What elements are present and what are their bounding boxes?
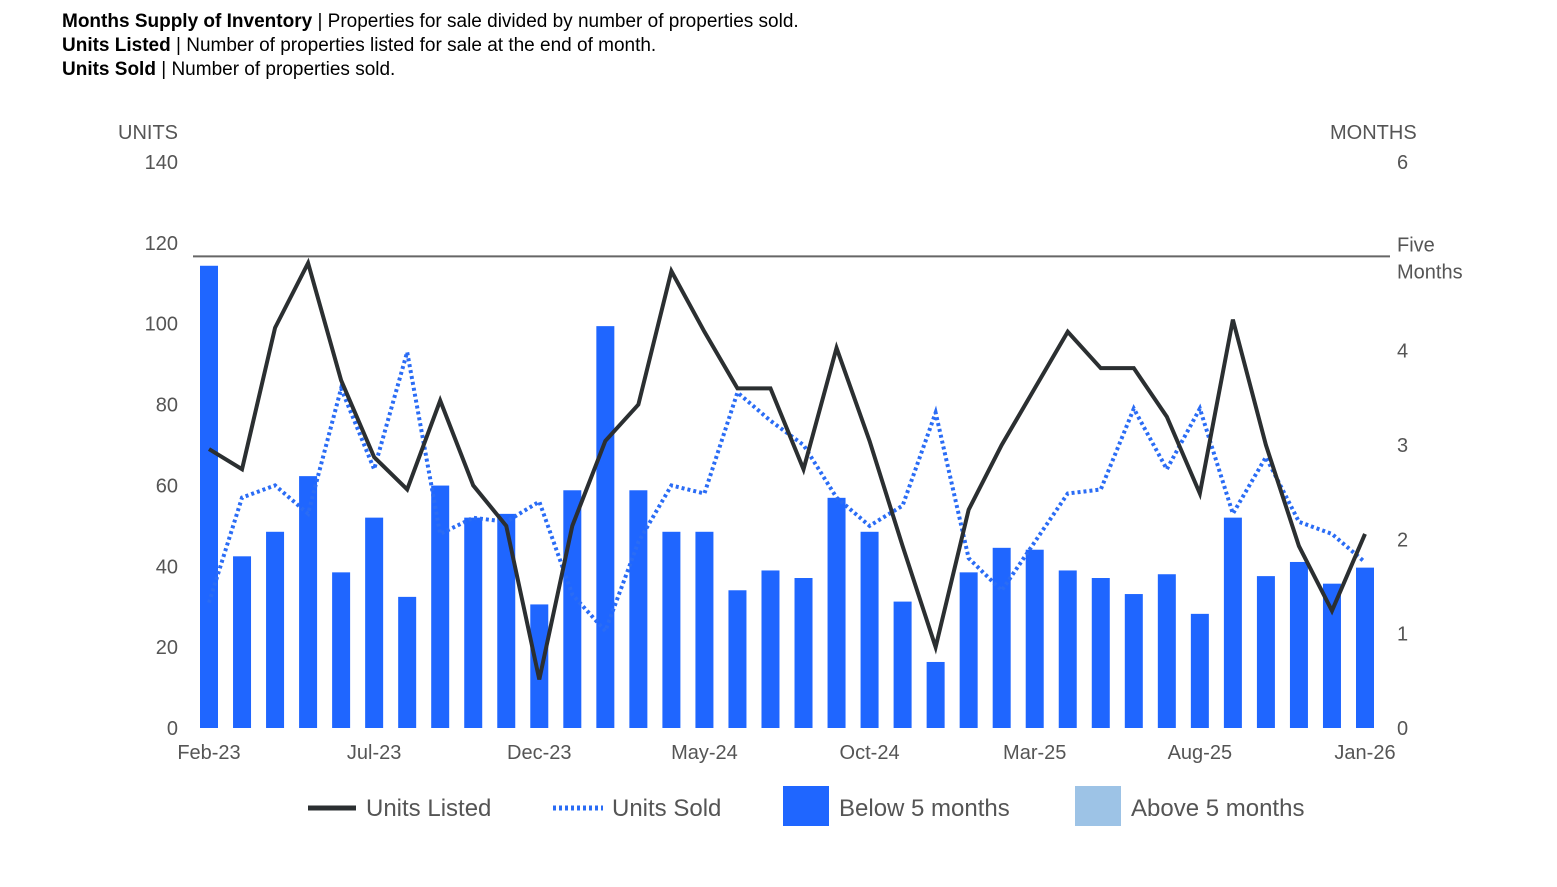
bar-months-supply <box>728 590 747 728</box>
left-tick-label: 80 <box>156 395 178 417</box>
bar-months-supply <box>332 572 351 728</box>
x-tick-label: Aug-25 <box>1168 742 1233 764</box>
bar-months-supply <box>299 476 318 728</box>
bar-months-supply <box>365 517 384 728</box>
bar-months-supply <box>464 517 483 728</box>
bar-months-supply <box>662 531 681 728</box>
right-tick-label: 0 <box>1397 718 1408 740</box>
right-tick-label: 6 <box>1397 152 1408 174</box>
bar-months-supply <box>761 570 780 728</box>
left-tick-label: 120 <box>145 233 178 255</box>
bar-months-supply <box>893 601 912 728</box>
right-tick-label: 4 <box>1397 341 1408 363</box>
x-tick-label: Feb-23 <box>177 742 240 764</box>
bar-months-supply <box>1157 574 1176 728</box>
definition-units-sold: Units Sold | Number of properties sold. <box>62 59 396 80</box>
bar-months-supply <box>860 531 879 728</box>
bar-months-supply <box>794 578 813 728</box>
bar-months-supply <box>596 326 615 728</box>
left-tick-label: 40 <box>156 556 178 578</box>
bar-months-supply <box>398 596 417 728</box>
left-axis-label: UNITS <box>118 122 178 144</box>
x-tick-label: Jan-26 <box>1334 742 1395 764</box>
left-tick-label: 60 <box>156 475 178 497</box>
bar-months-supply <box>200 265 218 728</box>
bar-months-supply <box>992 547 1011 728</box>
legend-label: Units Sold <box>612 795 721 822</box>
x-tick-label: May-24 <box>671 742 738 764</box>
bar-months-supply <box>1289 561 1308 728</box>
bar-months-supply <box>695 531 714 728</box>
bar-months-supply <box>1322 583 1341 728</box>
bar-months-supply <box>266 531 285 728</box>
left-tick-label: 100 <box>145 314 178 336</box>
bar-months-supply <box>431 485 450 728</box>
right-axis-label: MONTHS <box>1330 122 1417 144</box>
x-tick-label: Jul-23 <box>347 742 401 764</box>
units-listed-line <box>207 257 1367 680</box>
reference-label: Five <box>1397 234 1435 256</box>
bar-months-supply <box>827 497 846 728</box>
bar-months-supply <box>1058 570 1077 728</box>
bar-months-supply <box>1356 567 1374 728</box>
bar-months-supply <box>959 572 978 728</box>
bar-months-supply <box>1124 594 1143 728</box>
x-tick-label: Dec-23 <box>507 742 571 764</box>
legend-swatch-below <box>783 786 829 826</box>
bar-months-supply <box>1091 578 1110 728</box>
right-tick-label: 3 <box>1397 435 1408 457</box>
right-tick-label: 1 <box>1397 624 1408 646</box>
bar-months-supply <box>629 490 648 728</box>
left-tick-label: 140 <box>145 152 178 174</box>
legend-swatch-above <box>1075 786 1121 826</box>
bar-months-supply <box>1256 576 1275 728</box>
left-tick-label: 0 <box>167 718 178 740</box>
definition-months-supply: Months Supply of Inventory | Properties … <box>62 11 799 32</box>
x-tick-label: Mar-25 <box>1003 742 1066 764</box>
bar-months-supply <box>497 513 516 728</box>
left-tick-label: 20 <box>156 637 178 659</box>
legend-label: Above 5 months <box>1131 795 1304 822</box>
bar-months-supply <box>1223 517 1242 728</box>
bar-months-supply <box>530 604 549 728</box>
bar-months-supply <box>1190 613 1209 728</box>
definitions: Months Supply of Inventory | Properties … <box>62 10 799 82</box>
x-tick-label: Oct-24 <box>840 742 900 764</box>
bar-months-supply <box>233 556 252 728</box>
reference-label: Months <box>1397 261 1463 283</box>
legend-label: Units Listed <box>366 795 491 822</box>
definition-units-listed: Units Listed | Number of properties list… <box>62 35 657 56</box>
bar-months-supply <box>1025 549 1044 728</box>
legend-label: Below 5 months <box>839 795 1010 822</box>
bar-months-supply <box>926 661 945 728</box>
right-tick-label: 2 <box>1397 529 1408 551</box>
